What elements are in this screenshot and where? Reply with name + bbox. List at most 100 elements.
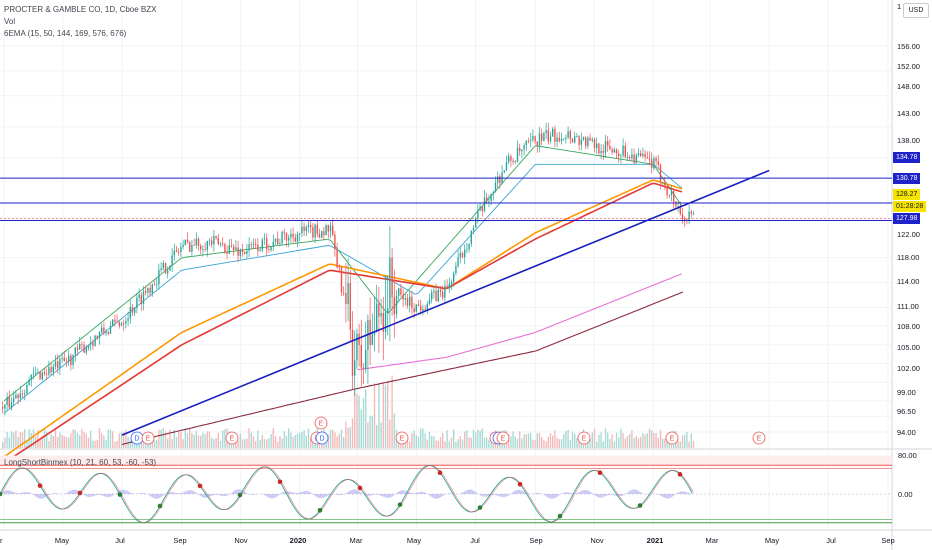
candle-body [435,290,437,302]
event-marker-label: D [319,436,324,443]
candle-body [600,150,602,154]
volume-bar [76,433,79,448]
candle-body [530,139,532,141]
volume-bar [336,436,338,448]
ema-legend[interactable]: 6EMA (15, 50, 144, 169, 576, 676) [4,29,127,38]
volume-bar [79,434,81,448]
volume-bar [538,432,541,448]
candle-body [120,323,123,326]
candle-body [534,136,536,142]
volume-bar [206,431,208,448]
candle-body [505,161,508,171]
volume-bar [541,437,543,448]
volume-bar [182,439,184,448]
candle-body [129,306,131,319]
price-tag: 127.98 [893,213,921,224]
volume-bar [600,432,602,448]
event-markers[interactable]: DEEEEDEEDEEEE [130,416,766,445]
candle-body [461,252,464,258]
candle-body [164,263,167,274]
candle-body [666,187,668,195]
volume-bar [360,409,362,448]
earnings-marker[interactable]: E [314,416,328,430]
volume-bar [637,437,640,448]
volume-bar [574,433,576,448]
dividend-marker[interactable]: D [130,431,144,445]
volume-bar [263,439,266,448]
chart-title[interactable]: PROCTER & GAMBLE CO, 1D, Cboe BZX [4,5,157,14]
volume-bar [70,433,72,448]
time-axis-label: Mar [0,536,3,545]
candle-body [431,292,433,300]
volume-bar [684,434,686,448]
dividend-marker[interactable]: D [315,431,329,445]
earnings-marker[interactable]: E [395,431,409,445]
candle-body [481,206,483,211]
candle-body [690,211,692,214]
earnings-marker[interactable]: E [225,431,239,445]
horizontal-levels[interactable] [0,177,892,221]
earnings-marker[interactable]: E [496,431,510,445]
candle-body [184,239,186,246]
candle-body [217,237,219,245]
volume-bar [334,432,336,448]
volume-bar [178,431,180,448]
candle-body [112,319,114,326]
volume-legend[interactable]: Vol [4,17,16,26]
candle-body [39,371,41,380]
candle-body [50,367,52,373]
candle-body [415,304,417,312]
oscillator-signal-dot [597,470,603,475]
earnings-marker[interactable]: E [752,431,766,445]
volume-bar [195,431,197,448]
time-axis-label: 2021 [647,536,664,545]
trendline[interactable] [121,169,770,436]
candle-body [624,145,626,158]
candle-body [19,393,21,399]
earnings-marker[interactable]: E [141,431,155,445]
candle-body [398,288,400,296]
candle-body [281,231,283,244]
volume-bar [26,440,28,448]
volume-bar [213,439,215,448]
volume-bar [197,435,200,448]
oscillator-signal-dot [0,491,3,497]
oscillator-line-2 [1,465,694,523]
oscillator-legend[interactable]: LongShortBinmex (10, 21, 60, 53, -60, -5… [4,458,157,467]
candle-body [142,291,145,304]
price-axis-label: 138.00 [897,136,920,145]
volume-bar [39,439,41,448]
candle-body [637,153,640,156]
candle-body [486,197,488,202]
candle-body [226,252,228,254]
candle-body [323,231,325,236]
candle-body [318,233,321,238]
volume-bar [217,432,219,448]
candle-body [257,244,259,251]
volume-bar [569,440,571,448]
candle-body [464,249,466,258]
candle-body [15,394,17,399]
volume-bar [629,434,631,448]
event-marker-label: E [319,421,324,428]
candle-body [604,141,607,153]
candle-body [283,231,285,233]
earnings-marker[interactable]: E [577,431,591,445]
volume-bar [640,436,642,448]
earnings-marker[interactable]: E [665,431,679,445]
candle-body [48,367,50,375]
volume-bar [499,441,501,448]
volume-bar [261,434,263,448]
volume-bar [593,428,596,448]
candle-body [545,130,547,134]
price-scale-top-label: 1 [897,2,901,11]
candle-body [327,225,329,232]
event-marker-label: E [582,436,587,443]
volume-bar [131,441,134,448]
volume-bar [294,435,296,448]
candle-body [479,206,481,211]
currency-button[interactable]: USD [903,3,929,18]
candle-body [459,252,461,258]
volume-bar [94,440,96,448]
